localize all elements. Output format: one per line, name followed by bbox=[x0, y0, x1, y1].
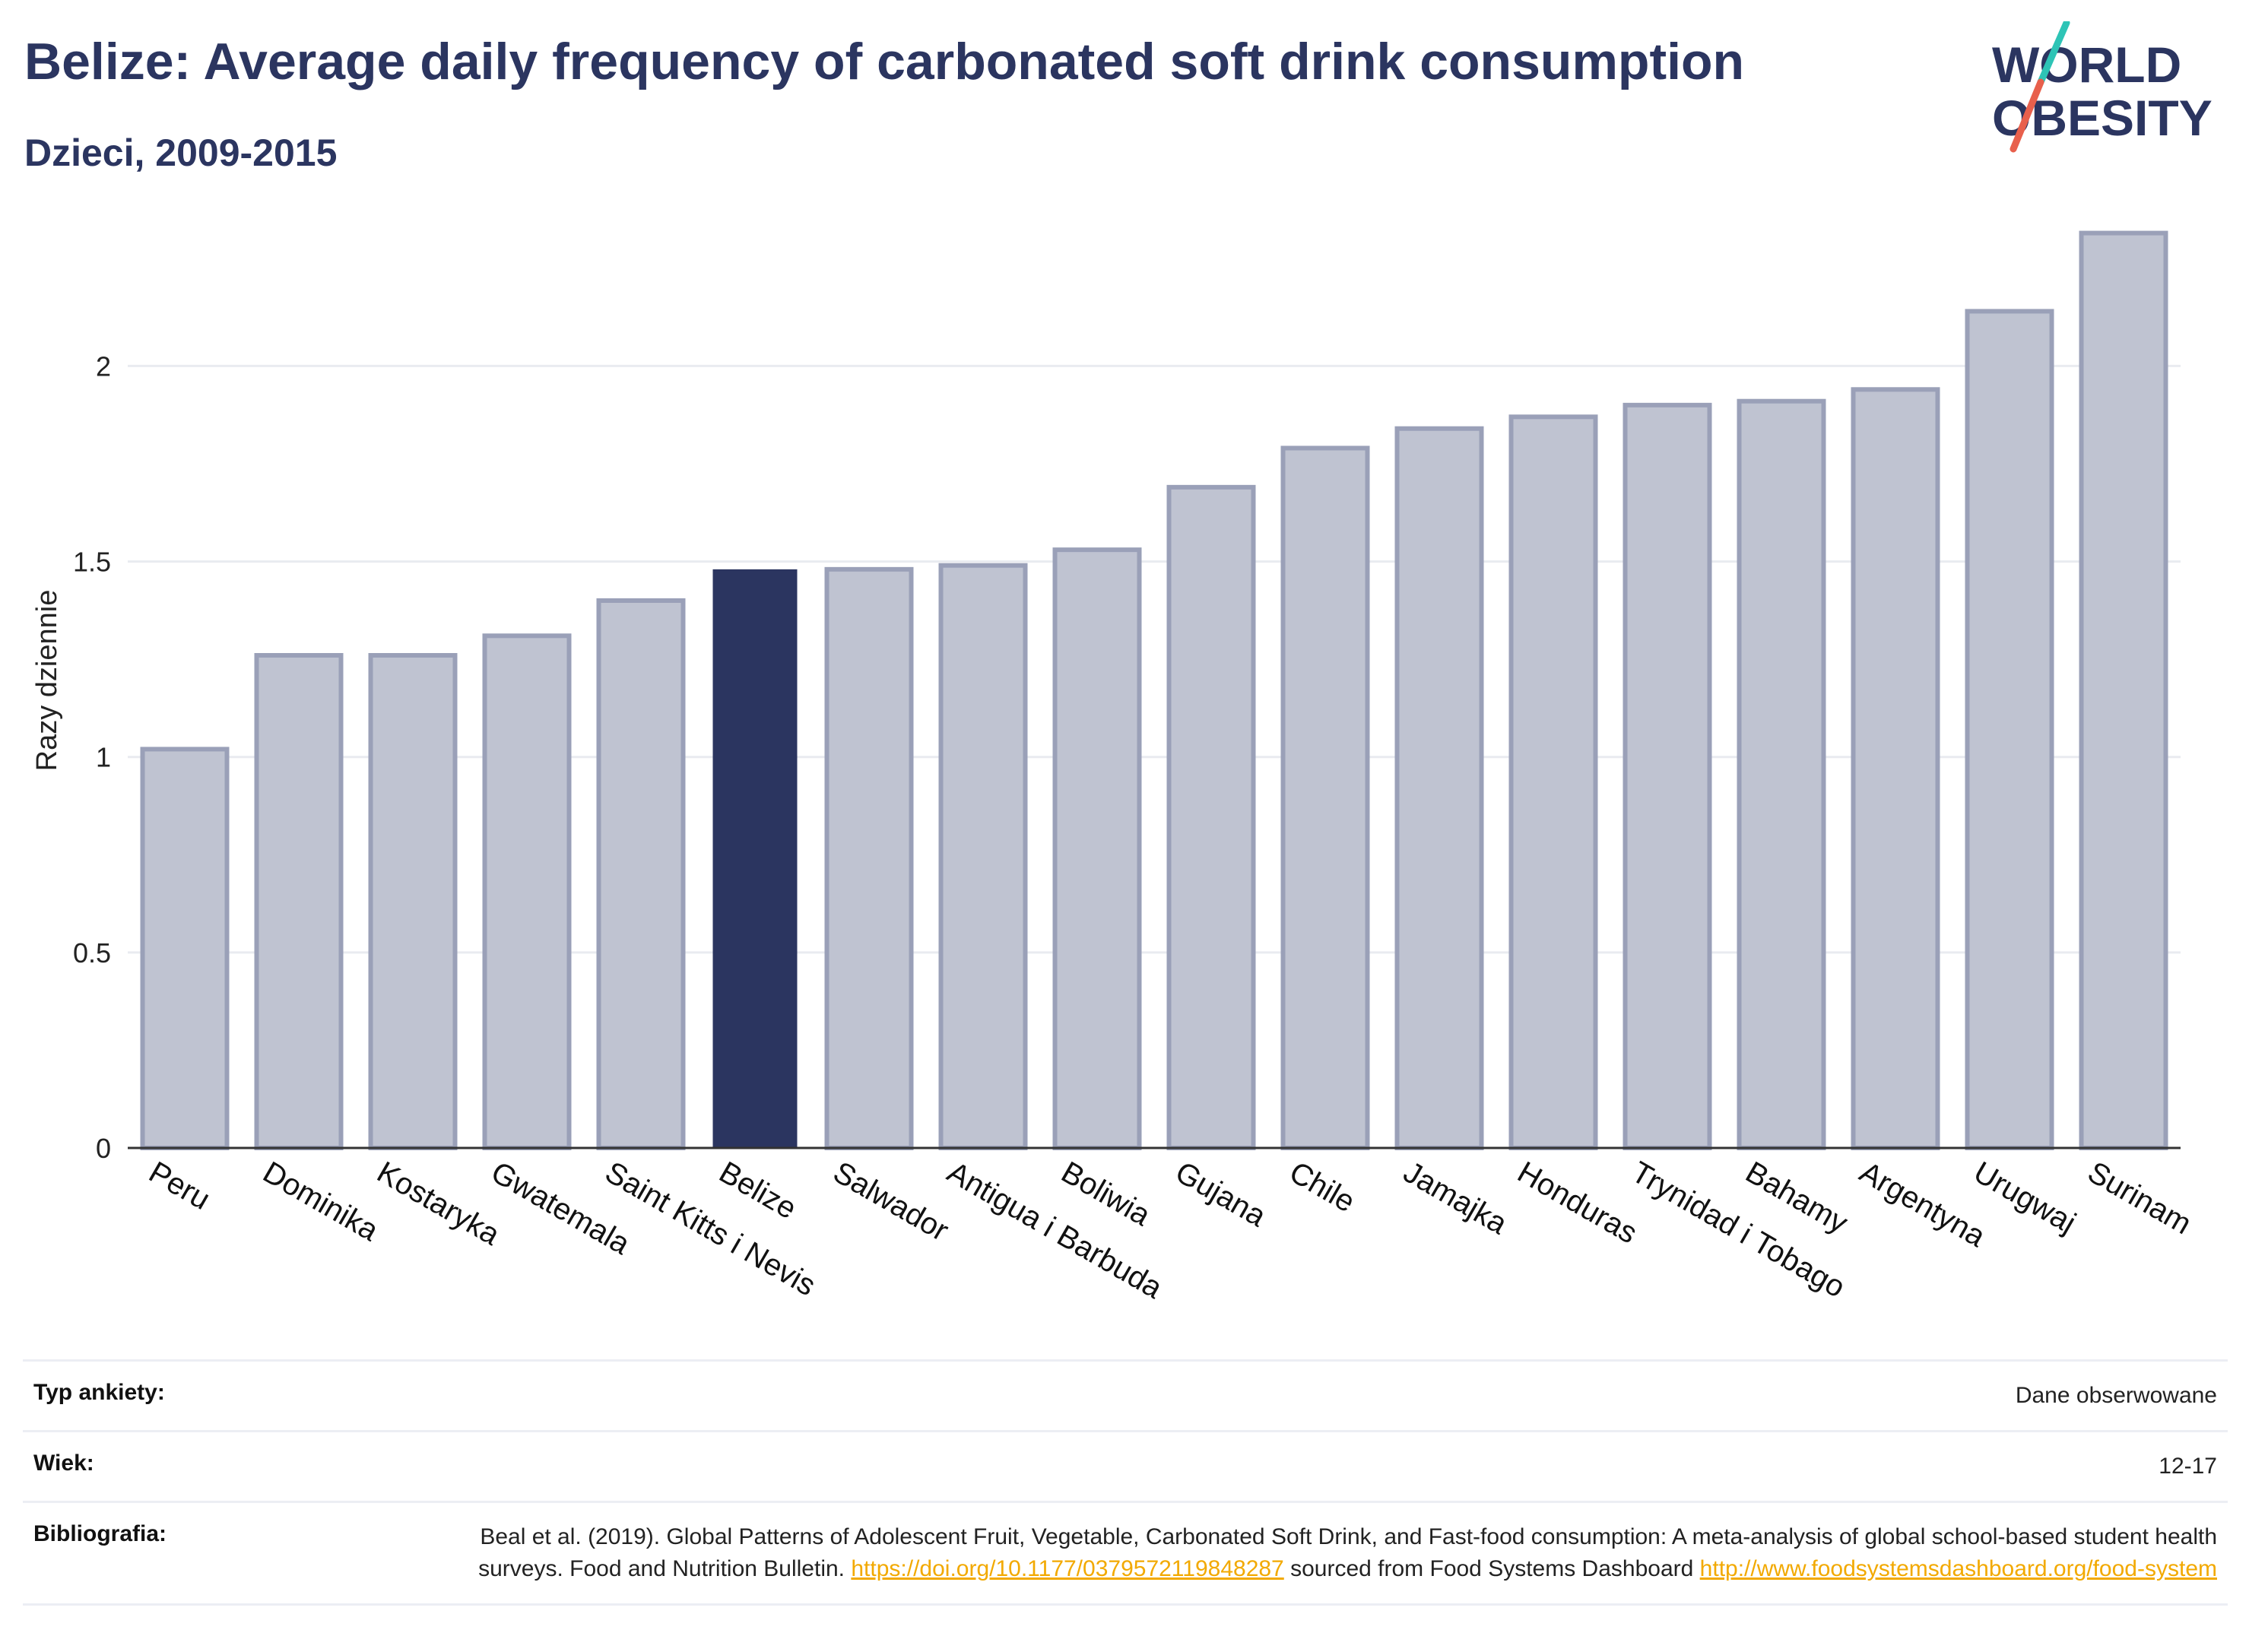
bar-honduras[interactable] bbox=[1508, 414, 1598, 1150]
chart-title: Belize: Average daily frequency of carbo… bbox=[24, 33, 1745, 90]
y-axis-title: Razy dziennie bbox=[31, 590, 63, 772]
x-tick-label: Trynidad i Tobago bbox=[1626, 1156, 1851, 1305]
survey-type-row: Typ ankiety: Dane obserwowane bbox=[23, 1359, 2228, 1430]
y-tick-label: 2 bbox=[96, 350, 111, 382]
bar-surinam[interactable] bbox=[2079, 230, 2168, 1151]
x-tick-label: Chile bbox=[1284, 1156, 1361, 1219]
age-value: 12-17 bbox=[2159, 1454, 2217, 1479]
bar-peru[interactable] bbox=[140, 747, 230, 1150]
bar-jamajka[interactable] bbox=[1394, 426, 1484, 1150]
bar-gujana[interactable] bbox=[1166, 484, 1256, 1150]
bibliography-label: Bibliografia: bbox=[33, 1521, 167, 1546]
gridlines: 0 0.5 1 1.5 2 bbox=[73, 350, 2181, 1164]
bar-boliwia[interactable] bbox=[1052, 547, 1142, 1150]
bar-saint-kitts-i-nevis[interactable] bbox=[596, 598, 686, 1150]
bar-dominika[interactable] bbox=[254, 653, 344, 1150]
bar-gwatemala[interactable] bbox=[482, 633, 572, 1150]
world-obesity-logo[interactable]: WORLD OBESITY bbox=[1977, 21, 2235, 158]
x-tick-label: Jamajka bbox=[1398, 1156, 1514, 1241]
y-tick-label: 0.5 bbox=[73, 937, 111, 969]
bar-urugwaj[interactable] bbox=[1965, 309, 2054, 1150]
age-row: Wiek: 12-17 bbox=[23, 1430, 2228, 1501]
x-tick-label: Argentyna bbox=[1854, 1156, 1992, 1254]
x-tick-label: Peru bbox=[144, 1156, 216, 1216]
bibliography-row: Bibliografia: Beal et al. (2019). Global… bbox=[23, 1501, 2228, 1606]
y-tick-label: 0 bbox=[96, 1133, 111, 1164]
x-tick-label: Honduras bbox=[1512, 1156, 1643, 1251]
bar-trynidad-i-tobago[interactable] bbox=[1623, 402, 1712, 1150]
bibliography-text-2: sourced from Food Systems Dashboard bbox=[1290, 1556, 1694, 1581]
survey-type-label: Typ ankiety: bbox=[33, 1380, 165, 1405]
doi-link[interactable]: https://doi.org/10.1177/0379572119848287 bbox=[851, 1556, 1284, 1581]
age-label: Wiek: bbox=[33, 1451, 94, 1476]
bar-bahamy[interactable] bbox=[1737, 398, 1826, 1150]
bars bbox=[140, 230, 2168, 1151]
bar-chile[interactable] bbox=[1280, 446, 1370, 1150]
bar-argentyna[interactable] bbox=[1851, 387, 1940, 1150]
x-tick-label: Belize bbox=[714, 1156, 802, 1226]
logo-line1: WORLD bbox=[1992, 36, 2181, 93]
bar-antigua-i-barbuda[interactable] bbox=[938, 563, 1028, 1150]
x-tick-label: Gujana bbox=[1170, 1156, 1272, 1234]
bar-belize[interactable] bbox=[712, 569, 798, 1148]
x-tick-label: Surinam bbox=[2082, 1156, 2197, 1241]
metadata-table: Typ ankiety: Dane obserwowane Wiek: 12-1… bbox=[23, 1359, 2228, 1606]
bar-salwador[interactable] bbox=[824, 566, 914, 1150]
chart-subtitle: Dzieci, 2009-2015 bbox=[24, 132, 338, 174]
logo-slash-top bbox=[2037, 21, 2070, 86]
bar-kostaryka[interactable] bbox=[368, 653, 458, 1150]
food-systems-link[interactable]: http://www.foodsystemsdashboard.org/food… bbox=[1699, 1556, 2217, 1581]
y-tick-label: 1 bbox=[96, 742, 111, 773]
x-tick-label: Dominika bbox=[258, 1156, 385, 1248]
y-tick-label: 1.5 bbox=[73, 547, 111, 578]
x-tick-label: Antigua i Barbuda bbox=[942, 1156, 1169, 1305]
survey-type-value: Dane obserwowane bbox=[2015, 1383, 2217, 1408]
x-tick-label: Salwador bbox=[828, 1156, 954, 1248]
bibliography-value: Beal et al. (2019). Global Patterns of A… bbox=[468, 1521, 2217, 1585]
x-tick-label: Saint Kitts i Nevis bbox=[600, 1156, 822, 1303]
bar-chart: 00.511.52 Peru DominikaKostarykaGwatemala… bbox=[31, 230, 2197, 1305]
x-tick-label: Kostaryka bbox=[372, 1156, 506, 1252]
bibliography-text-1: Beal et al. (2019). Global Patterns of A… bbox=[478, 1524, 2217, 1581]
logo-slash-bottom bbox=[2010, 78, 2044, 153]
